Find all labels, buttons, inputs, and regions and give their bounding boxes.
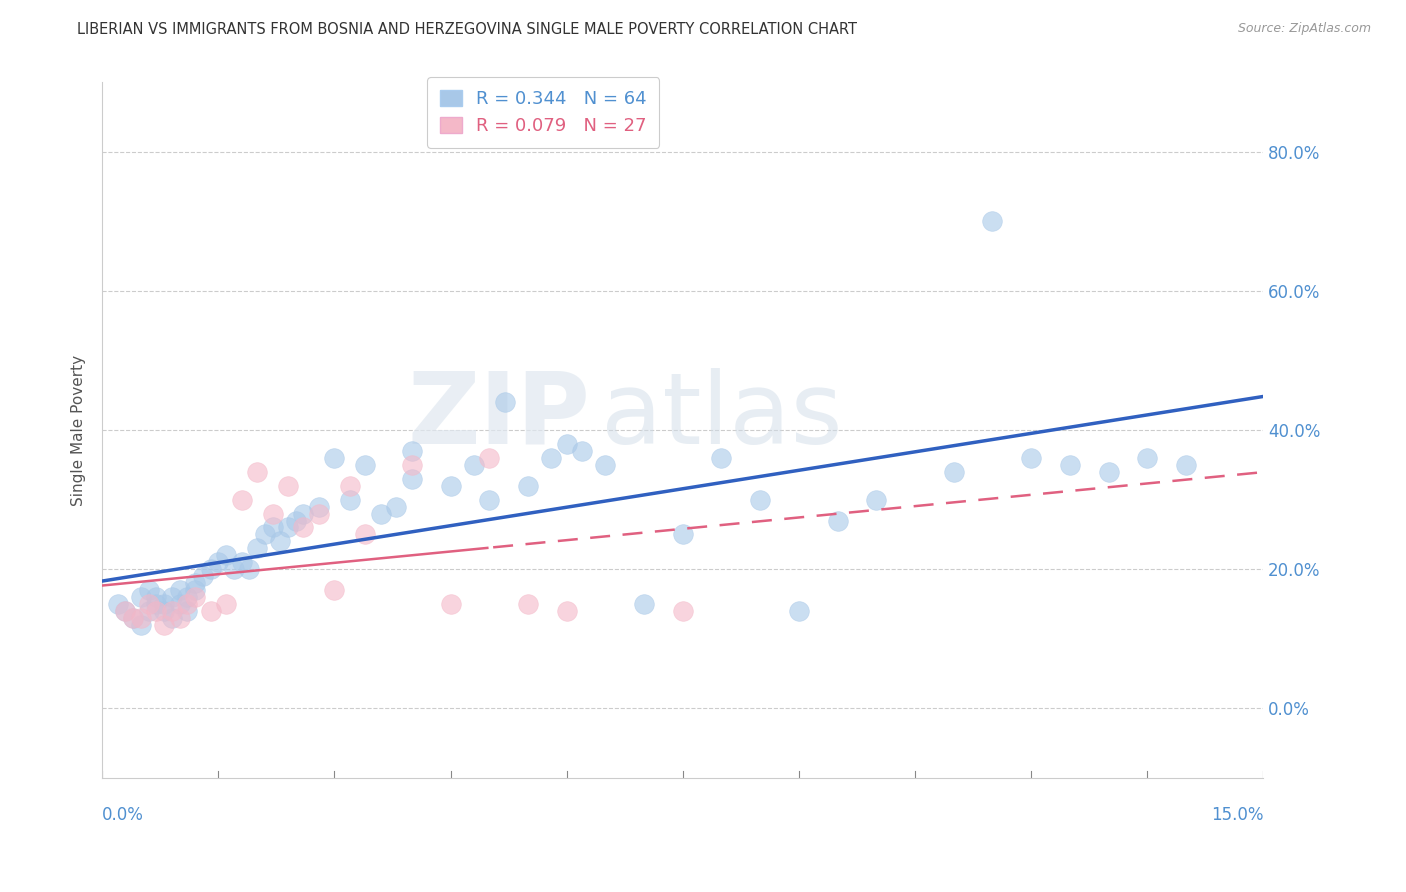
- Point: [176, 590, 198, 604]
- Point: [1136, 450, 1159, 465]
- Point: [277, 479, 299, 493]
- Point: [354, 527, 377, 541]
- Point: [138, 597, 160, 611]
- Point: [200, 562, 222, 576]
- Point: [1019, 450, 1042, 465]
- Point: [284, 514, 307, 528]
- Point: [339, 479, 361, 493]
- Point: [145, 590, 167, 604]
- Point: [749, 492, 772, 507]
- Point: [246, 541, 269, 556]
- Point: [169, 611, 191, 625]
- Point: [401, 458, 423, 472]
- Text: 0.0%: 0.0%: [103, 805, 143, 824]
- Y-axis label: Single Male Poverty: Single Male Poverty: [72, 354, 86, 506]
- Point: [1174, 458, 1197, 472]
- Point: [107, 597, 129, 611]
- Text: 15.0%: 15.0%: [1211, 805, 1264, 824]
- Point: [145, 604, 167, 618]
- Text: atlas: atlas: [602, 368, 844, 465]
- Point: [153, 618, 176, 632]
- Point: [292, 520, 315, 534]
- Point: [787, 604, 810, 618]
- Point: [370, 507, 392, 521]
- Point: [231, 555, 253, 569]
- Point: [595, 458, 617, 472]
- Point: [339, 492, 361, 507]
- Point: [323, 450, 346, 465]
- Point: [122, 611, 145, 625]
- Point: [478, 450, 501, 465]
- Point: [153, 604, 176, 618]
- Point: [555, 437, 578, 451]
- Point: [262, 507, 284, 521]
- Point: [517, 479, 540, 493]
- Point: [571, 444, 593, 458]
- Point: [478, 492, 501, 507]
- Point: [160, 604, 183, 618]
- Point: [184, 583, 207, 598]
- Point: [865, 492, 887, 507]
- Point: [672, 527, 695, 541]
- Point: [494, 395, 516, 409]
- Point: [517, 597, 540, 611]
- Point: [129, 590, 152, 604]
- Text: ZIP: ZIP: [406, 368, 591, 465]
- Point: [114, 604, 136, 618]
- Point: [160, 590, 183, 604]
- Point: [401, 472, 423, 486]
- Point: [308, 507, 330, 521]
- Point: [827, 514, 849, 528]
- Point: [439, 479, 461, 493]
- Point: [200, 604, 222, 618]
- Point: [238, 562, 260, 576]
- Point: [323, 583, 346, 598]
- Point: [169, 597, 191, 611]
- Point: [191, 569, 214, 583]
- Point: [1059, 458, 1081, 472]
- Point: [215, 549, 238, 563]
- Point: [253, 527, 276, 541]
- Point: [385, 500, 408, 514]
- Point: [354, 458, 377, 472]
- Point: [292, 507, 315, 521]
- Point: [1097, 465, 1119, 479]
- Point: [114, 604, 136, 618]
- Text: LIBERIAN VS IMMIGRANTS FROM BOSNIA AND HERZEGOVINA SINGLE MALE POVERTY CORRELATI: LIBERIAN VS IMMIGRANTS FROM BOSNIA AND H…: [77, 22, 858, 37]
- Point: [269, 534, 291, 549]
- Text: Source: ZipAtlas.com: Source: ZipAtlas.com: [1237, 22, 1371, 36]
- Point: [540, 450, 562, 465]
- Point: [231, 492, 253, 507]
- Point: [672, 604, 695, 618]
- Point: [439, 597, 461, 611]
- Point: [169, 583, 191, 598]
- Point: [463, 458, 485, 472]
- Point: [176, 604, 198, 618]
- Point: [207, 555, 229, 569]
- Legend: R = 0.344   N = 64, R = 0.079   N = 27: R = 0.344 N = 64, R = 0.079 N = 27: [427, 78, 659, 148]
- Point: [153, 597, 176, 611]
- Point: [262, 520, 284, 534]
- Point: [246, 465, 269, 479]
- Point: [555, 604, 578, 618]
- Point: [138, 583, 160, 598]
- Point: [308, 500, 330, 514]
- Point: [122, 611, 145, 625]
- Point: [129, 611, 152, 625]
- Point: [184, 590, 207, 604]
- Point: [160, 611, 183, 625]
- Point: [277, 520, 299, 534]
- Point: [138, 604, 160, 618]
- Point: [942, 465, 965, 479]
- Point: [145, 597, 167, 611]
- Point: [981, 214, 1004, 228]
- Point: [401, 444, 423, 458]
- Point: [710, 450, 733, 465]
- Point: [222, 562, 245, 576]
- Point: [215, 597, 238, 611]
- Point: [129, 618, 152, 632]
- Point: [633, 597, 655, 611]
- Point: [184, 576, 207, 591]
- Point: [176, 597, 198, 611]
